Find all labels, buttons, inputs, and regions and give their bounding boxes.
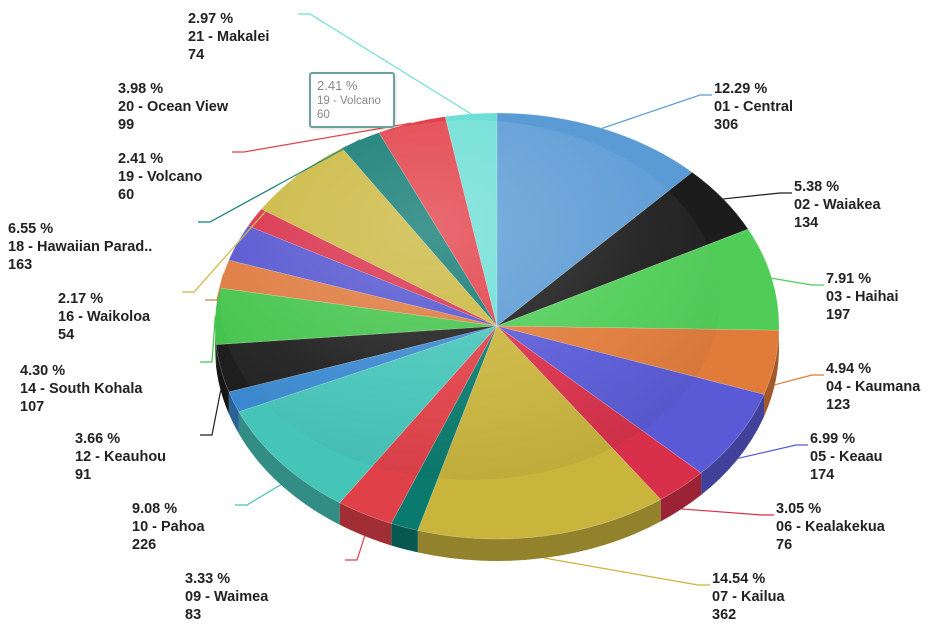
slice-label-value: 60: [118, 187, 135, 203]
leader-line: [771, 277, 824, 286]
leader-line: [200, 390, 222, 436]
slice-label-percent: 3.33 %: [185, 571, 231, 587]
slice-label-percent: 6.55 %: [8, 221, 54, 237]
slice-label-percent: 3.66 %: [75, 431, 121, 447]
leader-line: [345, 535, 366, 561]
leader-line: [601, 94, 712, 129]
slice-label-value: 362: [712, 607, 737, 623]
slice-label-name: 04 - Kaumana: [826, 379, 921, 395]
slice-label-05-keaau: 6.99 % 05 - Keaau 174: [810, 430, 883, 484]
pie-slice-side: [764, 330, 779, 417]
slice-label-value: 83: [185, 607, 202, 623]
slice-label-value: 74: [188, 47, 205, 63]
slice-label-value: 134: [794, 215, 819, 231]
slice-label-value: 306: [714, 117, 739, 133]
slice-label-name: 20 - Ocean View: [118, 99, 229, 115]
slice-label-16-waikoloa: 2.17 % 16 - Waikoloa 54: [58, 290, 150, 344]
slice-label-name: 03 - Haihai: [826, 289, 899, 305]
slice-label-name: 21 - Makalei: [188, 29, 270, 45]
slice-label-value: 163: [8, 257, 33, 273]
slice-label-value: 107: [20, 399, 45, 415]
leader-line: [774, 374, 824, 386]
slice-label-value: 91: [75, 467, 92, 483]
leader-line: [543, 557, 710, 586]
pie-slice-side: [417, 499, 661, 561]
slice-label-02-waiakea: 5.38 % 02 - Waiakea 134: [794, 178, 881, 232]
slice-label-percent: 2.41 %: [118, 151, 164, 167]
slice-label-percent: 5.38 %: [794, 179, 840, 195]
slice-label-percent: 4.30 %: [20, 363, 66, 379]
leader-line: [298, 13, 472, 115]
slice-label-name: 06 - Kealakekua: [776, 519, 885, 535]
pie-slice-side: [339, 502, 392, 546]
slice-label-percent: 7.91 %: [826, 271, 872, 287]
slice-label-07-kailua: 14.54 % 07 - Kailua 362: [712, 570, 785, 624]
slice-label-name: 12 - Keauhou: [75, 449, 167, 465]
tooltip-label: 19 - Volcano: [317, 95, 381, 107]
slice-label-21-makalei: 2.97 % 21 - Makalei 74: [188, 10, 269, 64]
slice-label-percent: 14.54 %: [712, 571, 766, 587]
slice-label-value: 174: [810, 467, 835, 483]
slice-label-percent: 12.29 %: [714, 81, 768, 97]
slice-label-percent: 6.99 %: [810, 431, 856, 447]
leader-line: [723, 192, 792, 200]
pie-top-layer: [214, 112, 780, 540]
slice-label-name: 18 - Hawaiian Parad..: [8, 239, 153, 255]
slice-label-20-ocean-view: 3.98 % 20 - Ocean View 99: [118, 80, 228, 134]
slice-label-value: 76: [776, 537, 793, 553]
leader-line: [200, 316, 216, 363]
slice-label-value: 197: [826, 307, 851, 323]
slice-label-10-pahoa: 9.08 % 10 - Pahoa 226: [132, 500, 205, 554]
leader-line: [681, 508, 774, 516]
slice-label-name: 07 - Kailua: [712, 589, 785, 605]
slice-label-04-kaumana: 4.94 % 04 - Kaumana 123: [826, 360, 920, 414]
slice-label-percent: 9.08 %: [132, 501, 178, 517]
slice-label-value: 99: [118, 117, 135, 133]
hover-tooltip: 2.41 % 19 - Volcano 60: [309, 72, 395, 128]
leader-line: [738, 444, 808, 459]
pie-slice-side: [391, 523, 418, 553]
slice-label-name: 02 - Waiakea: [794, 197, 881, 213]
slice-label-percent: 3.98 %: [118, 81, 164, 97]
pie-slice-side: [215, 326, 217, 367]
slice-label-19-volcano: 2.41 % 19 - Volcano 60: [118, 150, 202, 204]
slice-label-name: 14 - South Kohala: [20, 381, 143, 397]
slice-label-01-central: 12.29 % 01 - Central 306: [714, 80, 793, 134]
slice-label-14-south-kohala: 4.30 % 14 - South Kohala 107: [20, 362, 142, 416]
slice-label-value: 123: [826, 397, 851, 413]
slice-label-name: 16 - Waikoloa: [58, 309, 151, 325]
slice-label-09-waimea: 3.33 % 09 - Waimea 83: [185, 570, 268, 624]
slice-label-18-hawaiian-paradise: 6.55 % 18 - Hawaiian Parad.. 163: [8, 220, 152, 274]
slice-label-03-haihai: 7.91 % 03 - Haihai 197: [826, 270, 899, 324]
slice-label-name: 19 - Volcano: [118, 169, 203, 185]
slice-label-percent: 2.97 %: [188, 11, 234, 27]
slice-label-percent: 3.05 %: [776, 501, 822, 517]
slice-label-percent: 4.94 %: [826, 361, 872, 377]
pie-slice-side: [238, 411, 340, 525]
slice-label-name: 10 - Pahoa: [132, 519, 205, 535]
leader-line: [235, 484, 282, 506]
slice-label-name: 05 - Keaau: [810, 449, 883, 465]
slice-label-12-keauhou: 3.66 % 12 - Keauhou 91: [75, 430, 166, 484]
slice-label-name: 09 - Waimea: [185, 589, 269, 605]
slice-label-value: 226: [132, 537, 157, 553]
tooltip-value: 60: [317, 109, 330, 121]
slice-label-06-kealakekua: 3.05 % 06 - Kealakekua 76: [776, 500, 885, 554]
slice-label-value: 54: [58, 327, 75, 343]
slice-label-percent: 2.17 %: [58, 291, 104, 307]
pie-slice-side: [660, 472, 702, 522]
tooltip-percent: 2.41 %: [317, 78, 358, 93]
slice-label-name: 01 - Central: [714, 99, 793, 115]
